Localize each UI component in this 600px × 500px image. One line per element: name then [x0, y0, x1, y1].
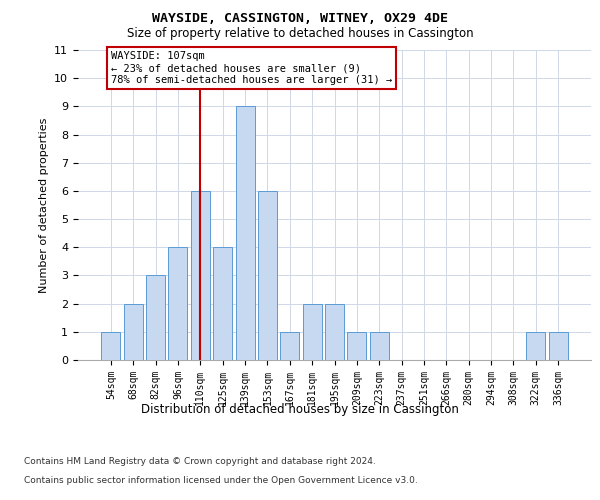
Text: Contains public sector information licensed under the Open Government Licence v3: Contains public sector information licen…	[24, 476, 418, 485]
Bar	[124, 304, 143, 360]
Text: Size of property relative to detached houses in Cassington: Size of property relative to detached ho…	[127, 28, 473, 40]
Bar	[101, 332, 121, 360]
Bar	[191, 191, 210, 360]
Text: WAYSIDE: 107sqm
← 23% of detached houses are smaller (9)
78% of semi-detached ho: WAYSIDE: 107sqm ← 23% of detached houses…	[111, 52, 392, 84]
Bar	[370, 332, 389, 360]
Bar	[526, 332, 545, 360]
Bar	[258, 191, 277, 360]
Bar	[280, 332, 299, 360]
Bar	[169, 248, 187, 360]
Text: Distribution of detached houses by size in Cassington: Distribution of detached houses by size …	[141, 402, 459, 415]
Bar	[548, 332, 568, 360]
Y-axis label: Number of detached properties: Number of detached properties	[39, 118, 49, 292]
Bar	[325, 304, 344, 360]
Bar	[302, 304, 322, 360]
Bar	[236, 106, 254, 360]
Bar	[347, 332, 367, 360]
Text: Contains HM Land Registry data © Crown copyright and database right 2024.: Contains HM Land Registry data © Crown c…	[24, 458, 376, 466]
Bar	[213, 248, 232, 360]
Text: WAYSIDE, CASSINGTON, WITNEY, OX29 4DE: WAYSIDE, CASSINGTON, WITNEY, OX29 4DE	[152, 12, 448, 26]
Bar	[146, 276, 165, 360]
